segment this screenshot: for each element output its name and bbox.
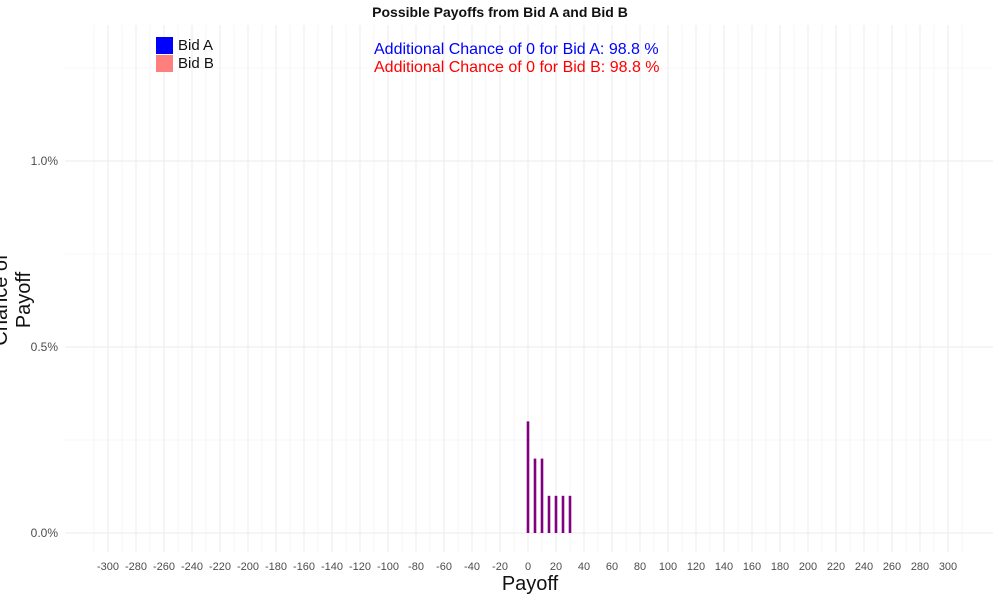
y-tick-label: 0.0% [31, 526, 59, 540]
bar-overlap [540, 458, 544, 533]
legend-label-bid-a: Bid A [178, 36, 214, 54]
x-tick-label: 180 [771, 561, 789, 573]
legend-item-bid-a: Bid A [156, 36, 214, 54]
x-tick-label: 240 [855, 561, 873, 573]
x-tick-label: 80 [634, 561, 646, 573]
x-tick-label: 160 [743, 561, 761, 573]
x-tick-label: 60 [606, 561, 618, 573]
legend-swatch-bid-b [156, 54, 173, 72]
x-tick-label: 280 [911, 561, 929, 573]
annotation-bid-b: Additional Chance of 0 for Bid B: 98.8 % [374, 59, 660, 76]
x-tick-label: -20 [492, 561, 508, 573]
x-tick-label: 120 [687, 561, 705, 573]
x-tick-label: -180 [265, 561, 287, 573]
x-tick-label: -80 [408, 561, 424, 573]
x-tick-label: -200 [237, 561, 259, 573]
x-tick-labels: -300 -280 -260 -240 -220 -200 -180 -160 -140 -120… [97, 561, 957, 573]
x-tick-label: -280 [125, 561, 147, 573]
bar-overlap [547, 495, 551, 533]
x-tick-label: 0 [525, 561, 531, 573]
grid-minor [65, 25, 993, 552]
bar-overlap [568, 495, 572, 533]
bar-overlap [561, 495, 565, 533]
x-tick-label: 20 [550, 561, 562, 573]
bar-overlap [526, 421, 530, 533]
x-tick-label: -160 [293, 561, 315, 573]
y-tick-label: 1.0% [31, 154, 59, 168]
x-tick-label: 300 [939, 561, 957, 573]
bars [526, 421, 572, 533]
x-tick-label: 100 [659, 561, 677, 573]
x-axis-label: Payoff [501, 573, 559, 595]
y-tick-labels: 0.0% 0.5% 1.0% [31, 154, 59, 540]
bar-overlap [554, 495, 558, 533]
x-tick-label: -40 [464, 561, 480, 573]
x-tick-label: -140 [321, 561, 343, 573]
annotation-bid-a: Additional Chance of 0 for Bid A: 98.8 % [374, 41, 659, 58]
x-tick-label: -240 [181, 561, 203, 573]
y-tick-label: 0.5% [31, 340, 59, 354]
x-tick-label: 140 [715, 561, 733, 573]
x-tick-label: -260 [153, 561, 175, 573]
legend-label-bid-b: Bid B [178, 54, 214, 72]
x-tick-label: -100 [377, 561, 399, 573]
x-tick-label: -60 [436, 561, 452, 573]
legend-item-bid-b: Bid B [156, 54, 214, 72]
legend-swatch-bid-a [156, 36, 173, 54]
x-tick-label: 40 [578, 561, 590, 573]
x-tick-label: 220 [827, 561, 845, 573]
legend: Bid A Bid B [156, 36, 214, 72]
x-tick-label: -120 [349, 561, 371, 573]
chart-title: Possible Payoffs from Bid A and Bid B [372, 4, 628, 20]
grid-major [65, 25, 993, 552]
bar-overlap [533, 458, 537, 533]
x-tick-label: 200 [799, 561, 817, 573]
y-axis-label: Chance of Payoff [0, 254, 35, 346]
x-tick-label: -300 [97, 561, 119, 573]
x-tick-label: -220 [209, 561, 231, 573]
x-tick-label: 260 [883, 561, 901, 573]
